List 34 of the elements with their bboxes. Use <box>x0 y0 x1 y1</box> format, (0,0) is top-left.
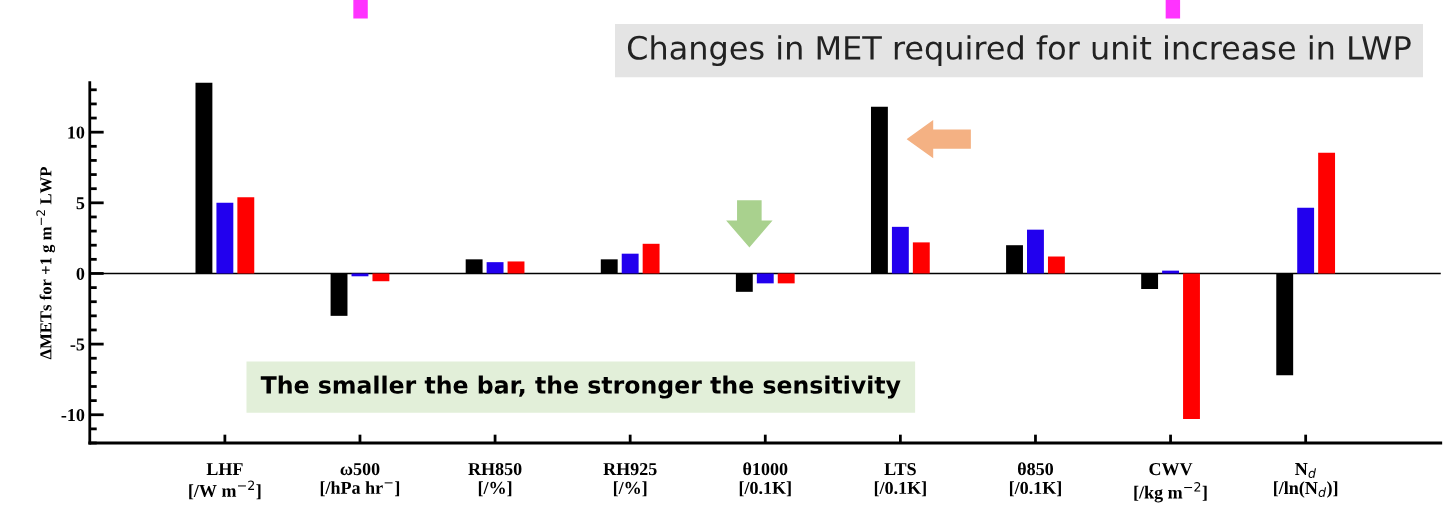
x-tick-label: ω500 [/hPa hr$^{−}$] <box>320 462 400 497</box>
bar <box>1318 152 1336 274</box>
bar <box>1027 229 1044 274</box>
x-tick-label: θ850 [/0.1K] <box>1009 462 1061 497</box>
bar <box>1047 256 1065 274</box>
bar <box>372 273 390 282</box>
bar <box>777 273 795 284</box>
x-tick-label: RH850 [/%] <box>468 462 522 497</box>
x-tick-label: RH925 [/%] <box>603 463 657 497</box>
annotation: The smaller the bar, the stronger the sensitivity <box>260 375 901 399</box>
bar <box>1183 273 1200 419</box>
y-tick-label: 0 <box>76 267 85 280</box>
bar <box>621 253 639 274</box>
y-axis-title: ΔMETs for +1 g m$^{−2}$ LWP <box>36 167 56 360</box>
bar <box>216 202 234 274</box>
y-tick-label: 5 <box>76 197 85 210</box>
bar <box>486 262 504 274</box>
bar <box>891 226 909 274</box>
bar <box>1297 207 1315 274</box>
bar <box>642 243 660 274</box>
y-tick-label: -5 <box>70 338 85 351</box>
chart-title: Changes in MET required for unit increase in LWP <box>627 35 1411 67</box>
x-tick-label: N$_{d}$ [/ln(N$_{d}$)] <box>1274 463 1338 498</box>
bar <box>351 273 369 277</box>
y-tick-label: 10 <box>68 126 85 139</box>
bar <box>912 242 930 274</box>
y-tick-label: -10 <box>61 409 85 422</box>
x-tick-label: LTS [/0.1K] <box>874 463 926 497</box>
x-tick-label: θ1000 [/0.1K] <box>739 462 791 497</box>
bar <box>756 273 774 284</box>
bar <box>507 261 525 274</box>
x-tick-label: LHF [/W m$^{−2}$] <box>189 463 261 500</box>
bar <box>237 197 255 274</box>
x-tick-label: CWV [/kg m$^{−2}$] <box>1134 463 1207 503</box>
